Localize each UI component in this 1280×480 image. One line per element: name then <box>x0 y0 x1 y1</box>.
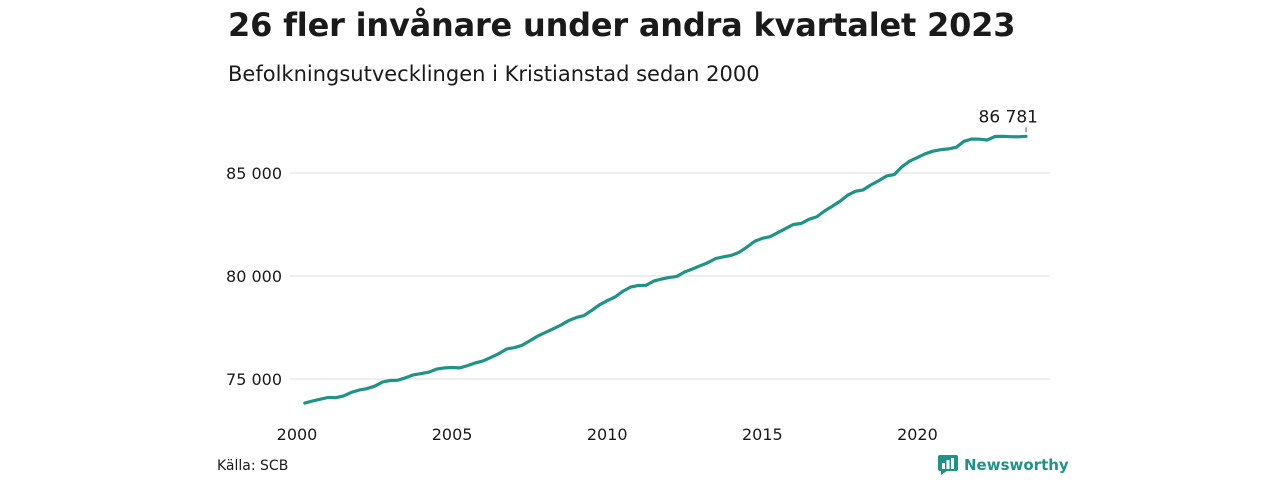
y-tick-label: 85 000 <box>226 164 282 183</box>
chart-subtitle: Befolkningsutvecklingen i Kristianstad s… <box>228 62 760 86</box>
brand-name: Newsworthy <box>964 456 1069 474</box>
newsworthy-logo[interactable]: Newsworthy <box>938 455 1069 475</box>
newsworthy-logo-icon <box>938 455 958 475</box>
series-group <box>303 134 1028 405</box>
x-axis-labels: 2000 2005 2010 2015 2020 <box>277 425 938 444</box>
y-tick-label: 75 000 <box>226 370 282 389</box>
y-axis-labels: 75 000 80 000 85 000 <box>226 164 282 389</box>
series-line <box>303 134 1028 405</box>
x-tick-label: 2000 <box>277 425 318 444</box>
x-tick-label: 2020 <box>897 425 938 444</box>
x-tick-label: 2015 <box>742 425 783 444</box>
end-annotation: 86 781 <box>979 107 1038 133</box>
x-tick-label: 2010 <box>587 425 628 444</box>
end-value-label: 86 781 <box>979 107 1038 127</box>
y-tick-label: 80 000 <box>226 267 282 286</box>
source-note: Källa: SCB <box>217 458 289 474</box>
x-tick-label: 2005 <box>432 425 473 444</box>
chart-title: 26 fler invånare under andra kvartalet 2… <box>228 6 1016 44</box>
